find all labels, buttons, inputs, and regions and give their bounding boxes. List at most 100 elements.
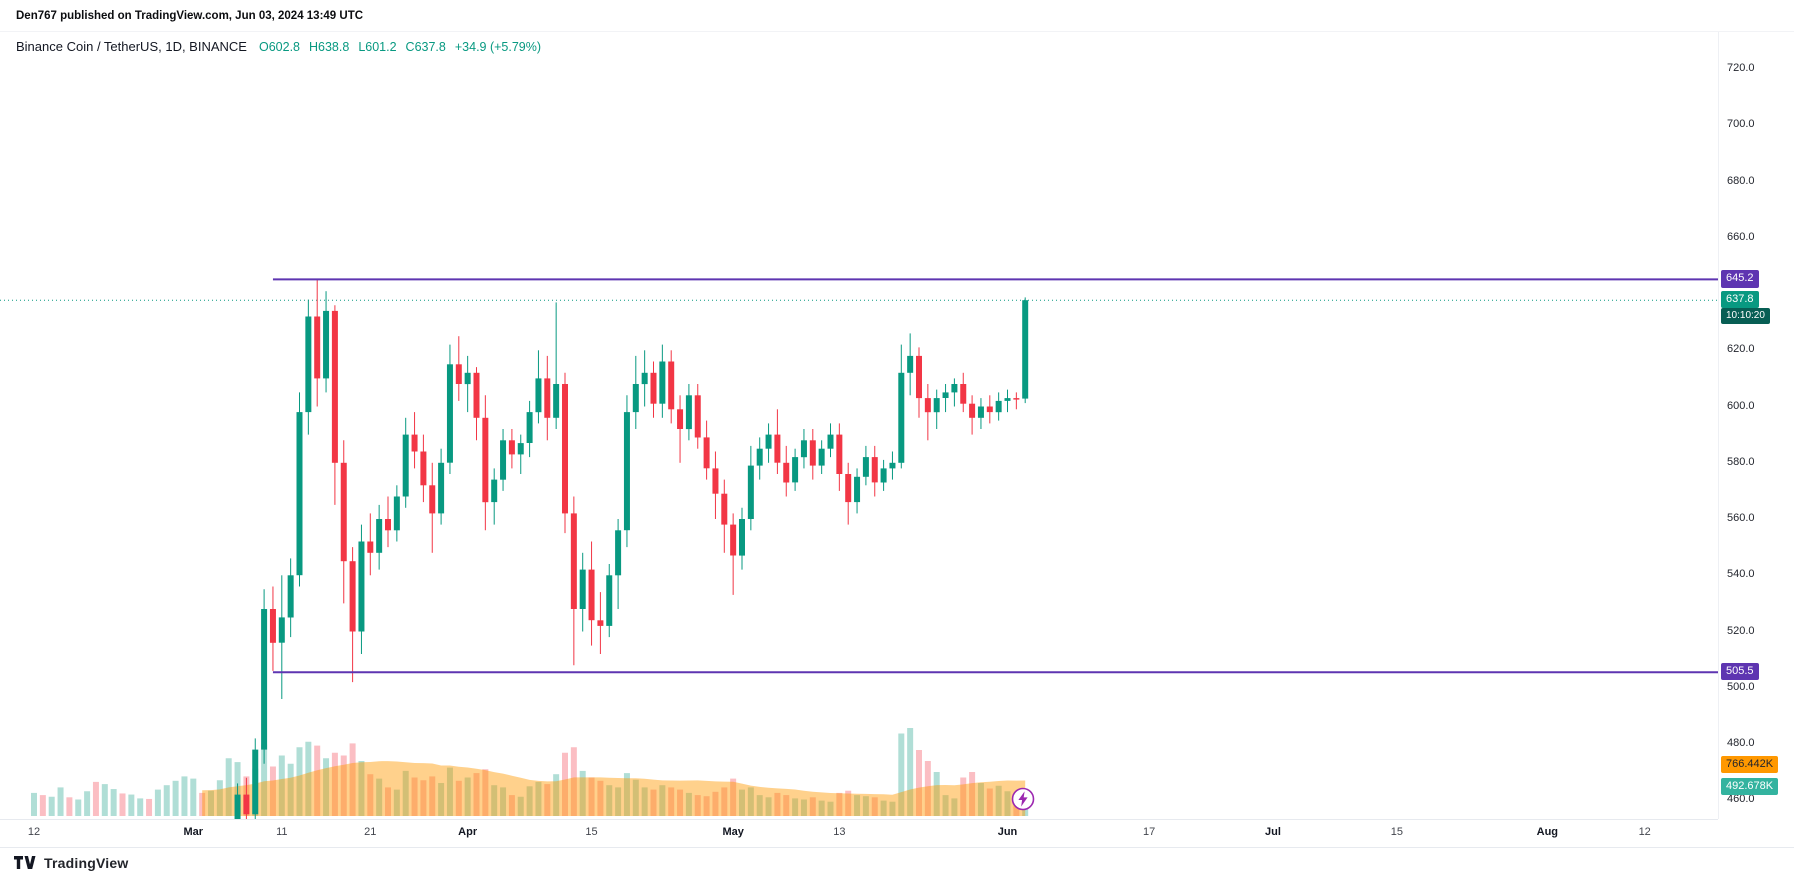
- volume-bar: [57, 787, 64, 816]
- time-label-month: May: [722, 826, 744, 838]
- support-price-badge: 505.5: [1721, 663, 1759, 681]
- candle-body: [836, 434, 843, 474]
- candle-body: [756, 448, 763, 466]
- candle-body: [314, 316, 321, 379]
- volume-bar: [128, 794, 135, 816]
- candle-body: [809, 440, 816, 466]
- volume-bar: [827, 801, 834, 816]
- volume-bar: [349, 743, 356, 816]
- candle-body: [889, 462, 896, 469]
- volume-bar: [650, 789, 657, 816]
- candle-body: [747, 465, 754, 519]
- price-axis[interactable]: 720.0 700.0 680.0 660.0 620.0 600.0 580.0 560.0…: [1718, 0, 1794, 819]
- volume-bar: [154, 789, 161, 816]
- time-axis[interactable]: 12 Mar 11 21 Apr 15 May 13 Jun 17 Jul 15 Aug 12: [0, 819, 1718, 847]
- candle-body: [473, 372, 480, 418]
- time-label-month: Jun: [997, 826, 1018, 838]
- candle-body: [703, 437, 710, 469]
- volume-bar: [385, 787, 391, 816]
- volume-bar: [278, 755, 285, 816]
- lightning-icon[interactable]: [1010, 786, 1036, 812]
- volume-bar: [756, 795, 763, 816]
- candle-body: [862, 457, 869, 477]
- volume-bar: [146, 798, 153, 816]
- volume-bar: [446, 767, 453, 816]
- volume-bar: [367, 774, 374, 816]
- candle-body: [340, 462, 347, 562]
- volume-bar: [66, 797, 73, 816]
- tradingview-logo-icon[interactable]: [14, 856, 37, 869]
- time-label-day: 15: [585, 826, 598, 838]
- candle-body: [650, 372, 657, 404]
- candle-body: [916, 355, 922, 399]
- countdown-badge: 10:10:20: [1721, 308, 1770, 325]
- volume-bar: [172, 780, 179, 816]
- volume-bar: [818, 800, 825, 816]
- volume-bar: [615, 787, 622, 816]
- candle-body: [986, 406, 993, 413]
- candle-body: [1013, 398, 1020, 400]
- price-chart-canvas[interactable]: [0, 0, 1718, 819]
- tradingview-wordmark[interactable]: TradingView: [44, 854, 129, 871]
- volume-bar: [907, 728, 914, 816]
- volume-bar: [473, 773, 480, 816]
- volume-bar: [747, 787, 754, 816]
- volume-bar: [880, 800, 887, 816]
- volume-bar: [402, 770, 409, 816]
- volume-ma-area: [202, 761, 1026, 816]
- candle-body: [491, 479, 498, 503]
- volume-bar: [438, 783, 445, 816]
- volume-bar: [703, 796, 710, 816]
- candle-body: [402, 434, 409, 497]
- candle-body: [252, 749, 259, 815]
- candle-body: [641, 372, 648, 385]
- symbol-title[interactable]: Binance Coin / TetherUS, 1D, BINANCE: [16, 39, 247, 54]
- price-tick: 600.0: [1727, 399, 1755, 412]
- candle-body: [677, 409, 684, 429]
- open-value: O602.8: [258, 39, 300, 54]
- volume-bar: [871, 797, 878, 816]
- candle-body: [464, 372, 471, 385]
- volume-bar: [208, 790, 214, 816]
- volume-bar: [623, 773, 630, 816]
- candle-body: [880, 468, 887, 483]
- candle-body: [1004, 398, 1011, 401]
- volume-bar: [323, 758, 330, 816]
- volume-bar: [137, 798, 144, 816]
- volume-bar: [101, 784, 108, 816]
- volume-bar: [500, 787, 507, 816]
- volume-bar: [92, 781, 99, 816]
- price-tick: 480.0: [1727, 737, 1755, 749]
- volume-bar: [969, 772, 976, 816]
- volume-bar: [712, 791, 719, 816]
- volume-bar: [951, 798, 958, 816]
- candle-body: [455, 364, 462, 384]
- volume-badge: 492.678K: [1721, 778, 1779, 796]
- candle-body: [632, 384, 639, 413]
- candle-body: [438, 462, 445, 514]
- candle-body: [349, 561, 356, 632]
- volume-bar: [730, 778, 737, 816]
- volume-bar: [331, 752, 338, 816]
- candle-body: [685, 395, 692, 430]
- candle-body: [429, 485, 436, 514]
- candle-body: [517, 443, 524, 455]
- price-tick: 520.0: [1727, 624, 1755, 637]
- volume-bar: [933, 772, 940, 816]
- candle-body: [570, 513, 577, 609]
- candle-body: [269, 609, 276, 643]
- candle-body: [385, 519, 391, 531]
- time-label-month: Aug: [1536, 826, 1559, 838]
- volume-bar: [677, 789, 684, 816]
- candle-body: [553, 384, 560, 418]
- volume-bar: [765, 797, 772, 816]
- change-value: +34.9 (+5.79%): [454, 39, 542, 54]
- volume-bar: [668, 787, 675, 816]
- candle-body: [500, 440, 507, 480]
- candle-body: [765, 434, 772, 449]
- candle-body: [942, 392, 949, 398]
- volume-bar: [694, 795, 701, 816]
- candle-body: [951, 384, 958, 393]
- price-tick: 660.0: [1727, 230, 1755, 243]
- volume-bar: [606, 785, 613, 816]
